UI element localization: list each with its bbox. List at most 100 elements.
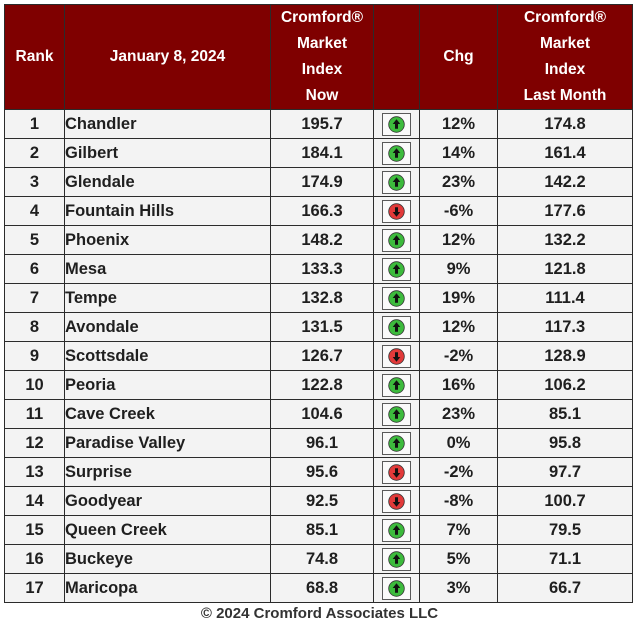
rank-cell: 9	[4, 341, 65, 371]
city-cell: Paradise Valley	[64, 428, 271, 458]
table-row: 12 Paradise Valley 96.1 0% 95.8	[4, 428, 633, 458]
index-last-month-cell: 111.4	[497, 283, 633, 313]
table-row: 3 Glendale 174.9 23% 142.2	[4, 167, 633, 197]
index-last-month-cell: 177.6	[497, 196, 633, 226]
change-cell: -2%	[419, 341, 498, 371]
index-now-cell: 95.6	[270, 457, 374, 487]
city-cell: Queen Creek	[64, 515, 271, 545]
index-now-cell: 85.1	[270, 515, 374, 545]
trend-cell	[373, 341, 420, 371]
city-cell: Cave Creek	[64, 399, 271, 429]
down-arrow-icon	[382, 199, 411, 223]
trend-cell	[373, 225, 420, 255]
change-cell: 12%	[419, 109, 498, 139]
city-cell: Surprise	[64, 457, 271, 487]
up-arrow-icon	[382, 576, 411, 600]
up-arrow-icon	[382, 402, 411, 426]
city-cell: Buckeye	[64, 544, 271, 574]
index-last-month-cell: 106.2	[497, 370, 633, 400]
index-now-cell: 195.7	[270, 109, 374, 139]
change-cell: 19%	[419, 283, 498, 313]
index-last-month-cell: 97.7	[497, 457, 633, 487]
city-cell: Avondale	[64, 312, 271, 342]
city-cell: Scottsdale	[64, 341, 271, 371]
header-last-line: Index	[544, 61, 586, 78]
change-cell: -6%	[419, 196, 498, 226]
rank-cell: 15	[4, 515, 65, 545]
city-cell: Fountain Hills	[64, 196, 271, 226]
trend-cell	[373, 573, 420, 603]
city-cell: Gilbert	[64, 138, 271, 168]
change-cell: 7%	[419, 515, 498, 545]
city-cell: Maricopa	[64, 573, 271, 603]
index-now-cell: 96.1	[270, 428, 374, 458]
down-arrow-icon	[382, 489, 411, 513]
down-arrow-icon	[382, 460, 411, 484]
rank-cell: 5	[4, 225, 65, 255]
trend-cell	[373, 167, 420, 197]
table-row: 8 Avondale 131.5 12% 117.3	[4, 312, 633, 342]
header-now-line: Market	[297, 35, 347, 52]
up-arrow-icon	[382, 547, 411, 571]
rank-cell: 10	[4, 370, 65, 400]
header-index-now: Cromford® Market Index Now	[270, 4, 374, 110]
header-last-line: Cromford®	[523, 9, 607, 26]
change-cell: 23%	[419, 167, 498, 197]
trend-cell	[373, 370, 420, 400]
index-now-cell: 133.3	[270, 254, 374, 284]
header-date: January 8, 2024	[64, 4, 271, 110]
trend-cell	[373, 428, 420, 458]
table-row: 1 Chandler 195.7 12% 174.8	[4, 109, 633, 139]
table-body: 1 Chandler 195.7 12% 174.8 2 Gilbert 184.1 14% 16…	[4, 109, 633, 603]
header-now-line: Index	[301, 61, 343, 78]
copyright-footer: © 2024 Cromford Associates LLC	[200, 605, 439, 622]
header-last-line: Last Month	[523, 87, 607, 104]
index-last-month-cell: 142.2	[497, 167, 633, 197]
up-arrow-icon	[382, 257, 411, 281]
rank-cell: 13	[4, 457, 65, 487]
index-now-cell: 132.8	[270, 283, 374, 313]
trend-cell	[373, 254, 420, 284]
up-arrow-icon	[382, 373, 411, 397]
market-index-table: Rank January 8, 2024 Cromford® Market In…	[4, 4, 633, 603]
header-arrow	[373, 4, 420, 110]
trend-cell	[373, 138, 420, 168]
index-now-cell: 122.8	[270, 370, 374, 400]
index-last-month-cell: 79.5	[497, 515, 633, 545]
up-arrow-icon	[382, 518, 411, 542]
change-cell: 23%	[419, 399, 498, 429]
rank-cell: 16	[4, 544, 65, 574]
up-arrow-icon	[382, 315, 411, 339]
city-cell: Phoenix	[64, 225, 271, 255]
table-row: 7 Tempe 132.8 19% 111.4	[4, 283, 633, 313]
index-last-month-cell: 121.8	[497, 254, 633, 284]
table-row: 15 Queen Creek 85.1 7% 79.5	[4, 515, 633, 545]
header-rank: Rank	[4, 4, 65, 110]
header-now-line: Now	[305, 87, 339, 104]
trend-cell	[373, 109, 420, 139]
trend-cell	[373, 399, 420, 429]
rank-cell: 7	[4, 283, 65, 313]
table-row: 13 Surprise 95.6 -2% 97.7	[4, 457, 633, 487]
trend-cell	[373, 515, 420, 545]
trend-cell	[373, 457, 420, 487]
index-last-month-cell: 66.7	[497, 573, 633, 603]
up-arrow-icon	[382, 286, 411, 310]
table-row: 14 Goodyear 92.5 -8% 100.7	[4, 486, 633, 516]
city-cell: Glendale	[64, 167, 271, 197]
index-now-cell: 184.1	[270, 138, 374, 168]
change-cell: 3%	[419, 573, 498, 603]
table-row: 5 Phoenix 148.2 12% 132.2	[4, 225, 633, 255]
index-now-cell: 126.7	[270, 341, 374, 371]
change-cell: 9%	[419, 254, 498, 284]
table-row: 11 Cave Creek 104.6 23% 85.1	[4, 399, 633, 429]
trend-cell	[373, 544, 420, 574]
index-now-cell: 148.2	[270, 225, 374, 255]
index-now-cell: 74.8	[270, 544, 374, 574]
table-row: 17 Maricopa 68.8 3% 66.7	[4, 573, 633, 603]
table-row: 16 Buckeye 74.8 5% 71.1	[4, 544, 633, 574]
up-arrow-icon	[382, 431, 411, 455]
index-last-month-cell: 95.8	[497, 428, 633, 458]
index-last-month-cell: 100.7	[497, 486, 633, 516]
change-cell: -8%	[419, 486, 498, 516]
